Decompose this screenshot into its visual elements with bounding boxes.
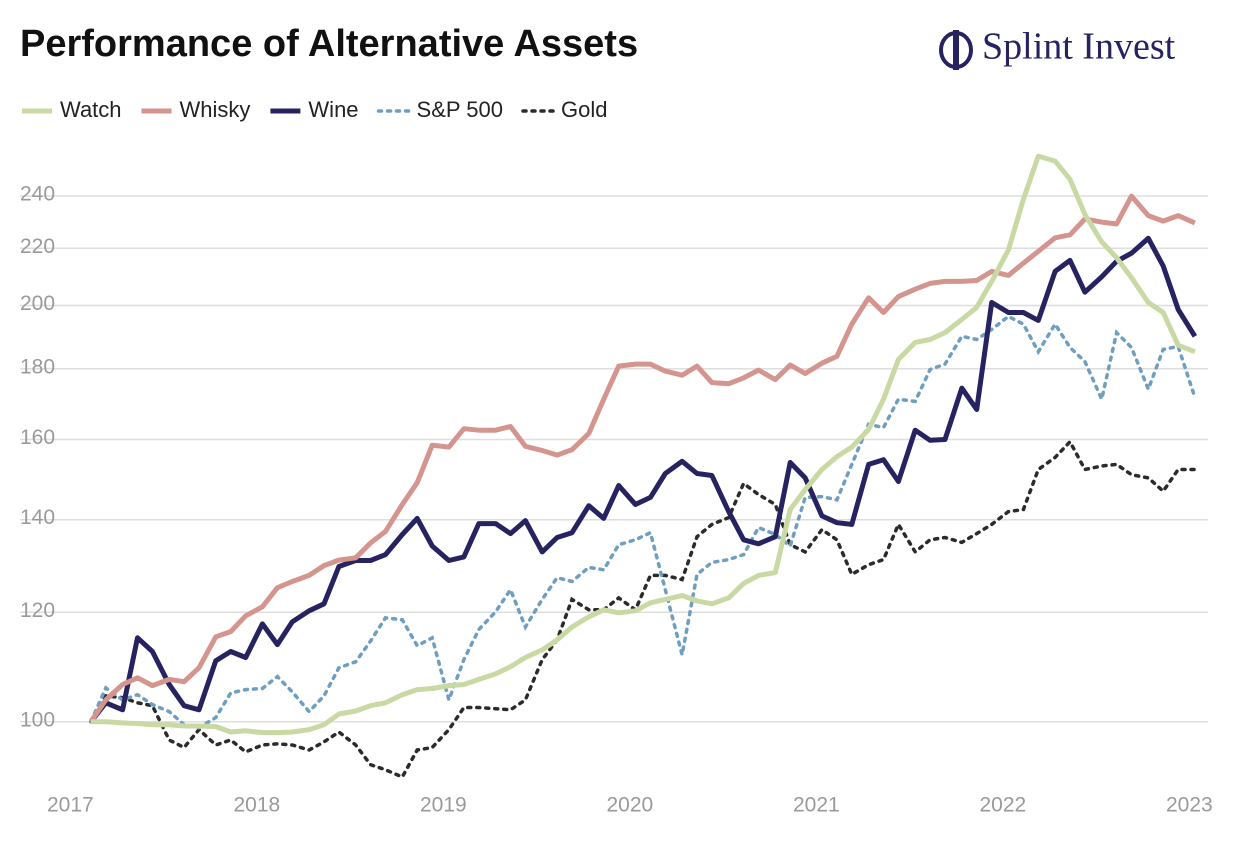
x-tick-label: 2023 [1166,794,1213,817]
series-line [88,235,1198,724]
chart-title: Performance of Alternative Assets [20,23,638,65]
x-tick-label: 2022 [979,794,1026,817]
y-tick-label: 220 [20,235,55,258]
series-line [89,314,1197,730]
brand-name: Splint Invest [982,26,1176,68]
y-tick-label: 100 [20,708,55,731]
legend-label: Gold [561,97,607,122]
x-tick-label: 2017 [47,794,94,817]
legend-label: Whisky [180,97,251,122]
series-line [88,193,1196,724]
x-tick-label: 2019 [420,794,467,817]
legend: Watch Whisky Wine S&P 500 Gold [22,97,607,122]
x-tick-label: 2021 [793,794,840,817]
y-tick-label: 140 [20,506,55,529]
legend-label: Watch [60,97,122,122]
y-tick-label: 160 [20,426,55,449]
y-tick-label: 180 [20,355,55,378]
series-line [89,438,1197,780]
y-tick-label: 240 [20,183,55,206]
x-tick-label: 2020 [606,794,653,817]
x-tick-label: 2018 [233,794,280,817]
series-group [88,153,1198,780]
brand-logo: Splint Invest [939,26,1176,70]
y-tick-label: 200 [20,292,55,315]
series-line [90,153,1196,736]
y-tick-label: 120 [20,599,55,622]
legend-label: Wine [308,97,358,122]
legend-label: S&P 500 [417,97,503,122]
